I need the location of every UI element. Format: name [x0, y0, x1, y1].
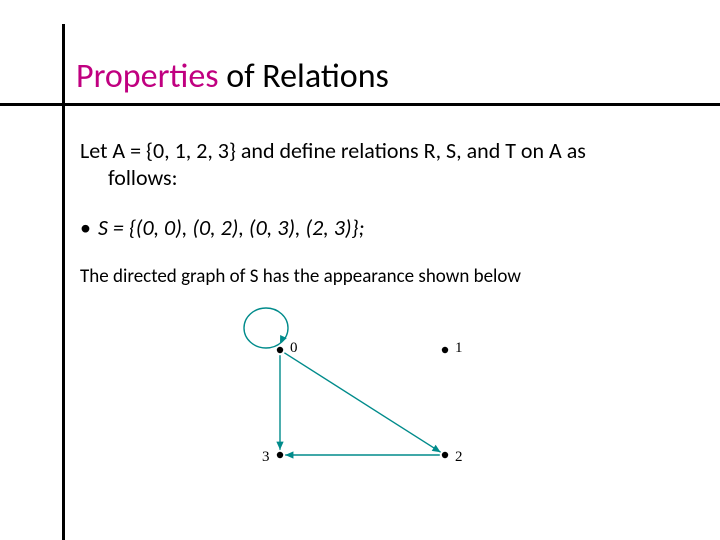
title-underline: [0, 103, 720, 106]
slide-body: Let A = {0, 1, 2, 3} and define relation…: [80, 138, 660, 288]
svg-text:3: 3: [262, 449, 270, 465]
bullet-item: • S = {(0, 0), (0, 2), (0, 3), (2, 3)};: [80, 214, 660, 241]
svg-text:2: 2: [455, 449, 463, 465]
let-line: Let A = {0, 1, 2, 3} and define relation…: [80, 138, 660, 165]
svg-text:1: 1: [455, 340, 463, 356]
bullet-marker: •: [80, 214, 98, 241]
title-rest: of Relations: [219, 56, 389, 97]
title-accent: Properties: [76, 56, 219, 97]
page-title: Properties of Relations: [76, 56, 389, 97]
svg-text:0: 0: [290, 340, 298, 356]
bullet-text: S = {(0, 0), (0, 2), (0, 3), (2, 3)};: [98, 214, 364, 241]
directed-graph: 0 1 2 3: [210, 300, 510, 505]
follows-line: follows:: [108, 165, 660, 192]
vertical-rule: [62, 24, 65, 540]
sub-text: The directed graph of S has the appearan…: [80, 265, 660, 288]
